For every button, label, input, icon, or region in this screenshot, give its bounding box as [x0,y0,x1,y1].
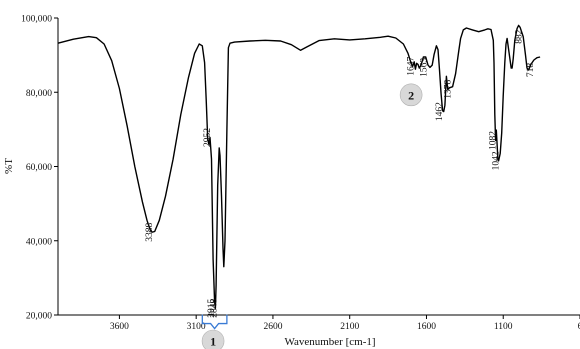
y-tick-label: 20,000 [26,312,52,322]
peak-label: 882 [515,29,525,44]
x-tick-label: 1600 [417,322,436,332]
marker-label: 2 [408,88,414,102]
x-axis-ticks: 3600 3100 2600 2100 1600 1100 6 [110,315,580,332]
peak-label: 1082 [489,131,499,150]
y-tick-label: 80,000 [26,89,52,99]
x-tick-label: 1100 [494,322,513,332]
annotation-markers: 12 [201,83,423,349]
peak-label: 1042 [492,151,502,170]
plot-area [58,18,580,315]
peak-label: 2915 [207,299,217,318]
peak-label: 1647 [406,57,416,76]
y-tick-label: 40,000 [26,237,52,247]
peak-label: 1462 [435,102,445,121]
peak-label: 718 [526,63,536,78]
peak-label: 3388 [145,222,155,241]
series-layer [57,24,541,309]
spectrum-line [57,24,541,309]
x-tick-label: 2600 [263,322,282,332]
x-tick-label: 3600 [110,322,129,332]
peak-label: 1563 [420,58,430,77]
marker-label: 1 [210,334,216,348]
peak-label: 2952 [203,128,213,147]
x-tick-label: 6 [578,322,580,332]
peak-label: 1378 [443,80,453,99]
y-tick-label: 60,000 [26,163,52,173]
bracket-line [201,314,228,330]
marker-circle [201,329,225,349]
x-tick-label: 2100 [340,322,359,332]
peak-label: 2848 [210,299,220,318]
x-tick-label: 3100 [187,322,206,332]
marker-circle [399,83,423,107]
y-tick-label: 100,000 [21,15,52,25]
x-axis-title: Wavenumber [cm-1] [284,336,375,348]
y-axis-ticks: 20,000 40,000 60,000 80,000 100,000 [21,15,58,322]
y-axis-title: %T [3,158,15,174]
